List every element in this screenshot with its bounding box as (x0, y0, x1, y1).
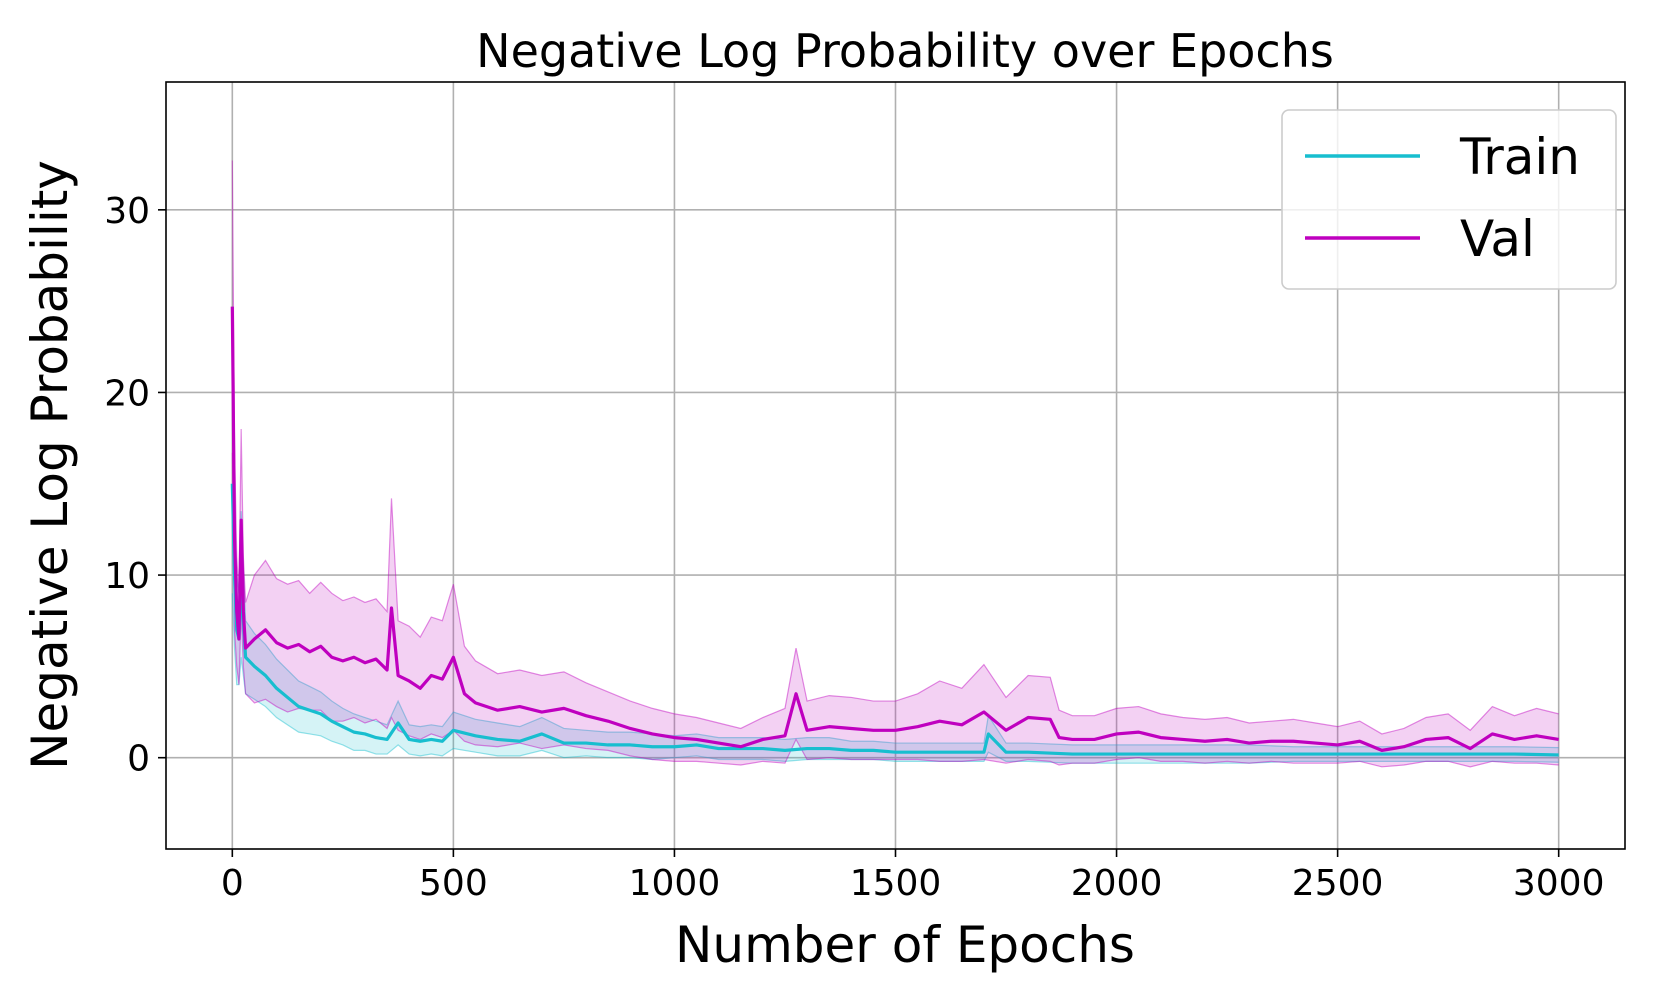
band-upper-train (231, 374, 1559, 749)
band-val (232, 160, 1559, 767)
legend-label-train: Train (1459, 128, 1580, 186)
y-tick-label: 30 (104, 191, 150, 232)
legend: Train Val (1281, 109, 1617, 290)
line-val (230, 306, 1559, 752)
y-axis-ticks: 0 10 20 30 (104, 191, 166, 780)
x-tick-label: 2500 (1292, 863, 1384, 904)
chart-title: Negative Log Probability over Epochs (476, 24, 1334, 78)
y-axis-label: Negative Log Probability (21, 160, 79, 770)
band-train (232, 374, 1559, 764)
x-tick-label: 1000 (629, 863, 721, 904)
y-tick-label: 10 (104, 556, 150, 597)
y-tick-label: 20 (104, 373, 150, 414)
band-lower-train (231, 593, 1559, 764)
x-tick-label: 0 (221, 863, 244, 904)
series-lines (230, 306, 1559, 757)
x-axis-label: Number of Epochs (675, 916, 1135, 974)
x-tick-label: 3000 (1513, 863, 1605, 904)
x-axis-ticks: 0 500 1000 1500 2000 2500 3000 (221, 849, 1605, 904)
band-lower-val (231, 452, 1559, 768)
line-train (230, 483, 1559, 757)
x-tick-label: 500 (419, 863, 488, 904)
x-tick-label: 2000 (1071, 863, 1163, 904)
band-upper-val (231, 160, 1559, 735)
x-tick-label: 1500 (850, 863, 942, 904)
legend-label-val: Val (1460, 210, 1535, 268)
y-tick-label: 0 (127, 739, 150, 780)
error-bands (231, 160, 1559, 768)
